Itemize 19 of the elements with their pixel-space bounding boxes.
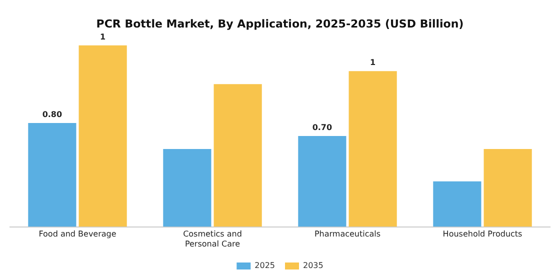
bar <box>484 148 532 227</box>
data-label: 1 <box>100 32 106 42</box>
bar <box>28 123 76 227</box>
bar <box>214 84 262 227</box>
data-label: 0.70 <box>312 123 332 132</box>
bar <box>348 71 397 227</box>
chart-title: PCR Bottle Market, By Application, 2025-2035 (USD Billion) <box>96 17 464 30</box>
data-label: 0.80 <box>42 110 62 120</box>
x-tick-label: Household Products <box>442 230 522 239</box>
data-label: 1 <box>370 58 376 68</box>
bar <box>433 181 482 227</box>
legend-label: 2035 <box>303 261 324 270</box>
bar <box>298 136 346 227</box>
legend-label: 2025 <box>254 261 275 270</box>
x-tick-label: Cosmetics and Personal Care <box>183 230 242 248</box>
x-tick-label: Food and Beverage <box>38 230 116 239</box>
bar <box>163 148 212 227</box>
bar <box>78 45 127 227</box>
x-tick-label: Pharmaceuticals <box>314 230 381 239</box>
